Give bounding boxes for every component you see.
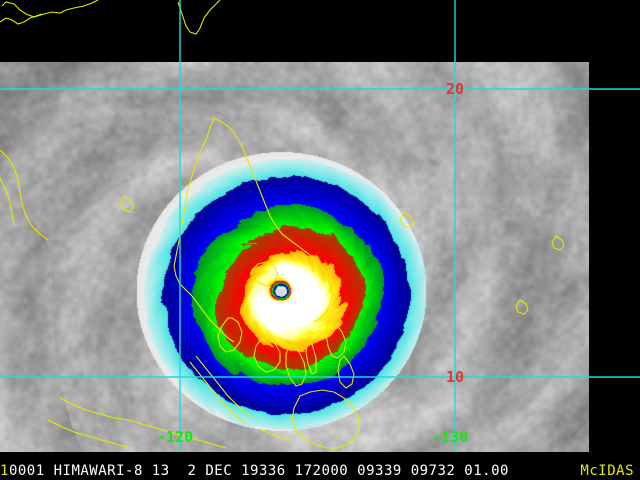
longitude-label--130: -130 [432,428,469,446]
status-bar: 10001 HIMAWARI-8 13 2 DEC 19336 172000 0… [0,462,640,480]
coastline-segment-2 [177,0,221,35]
frame-info-text: 0001 HIMAWARI-8 13 2 DEC 19336 172000 09… [8,463,509,479]
coastline-segment-1 [0,13,43,25]
coastline-segment-0 [1,0,99,18]
ir-cloud-canvas [0,62,589,452]
mcidas-brand-label: McIDAS [580,463,634,479]
satellite-image-raster [0,62,589,452]
latitude-label-10: 10 [446,368,465,386]
status-bar-text: 10001 HIMAWARI-8 13 2 DEC 19336 172000 0… [0,462,640,480]
frame-lead-digit: 1 [0,463,9,479]
longitude-label--120: -120 [157,428,194,446]
latitude-label-20: 20 [446,80,465,98]
